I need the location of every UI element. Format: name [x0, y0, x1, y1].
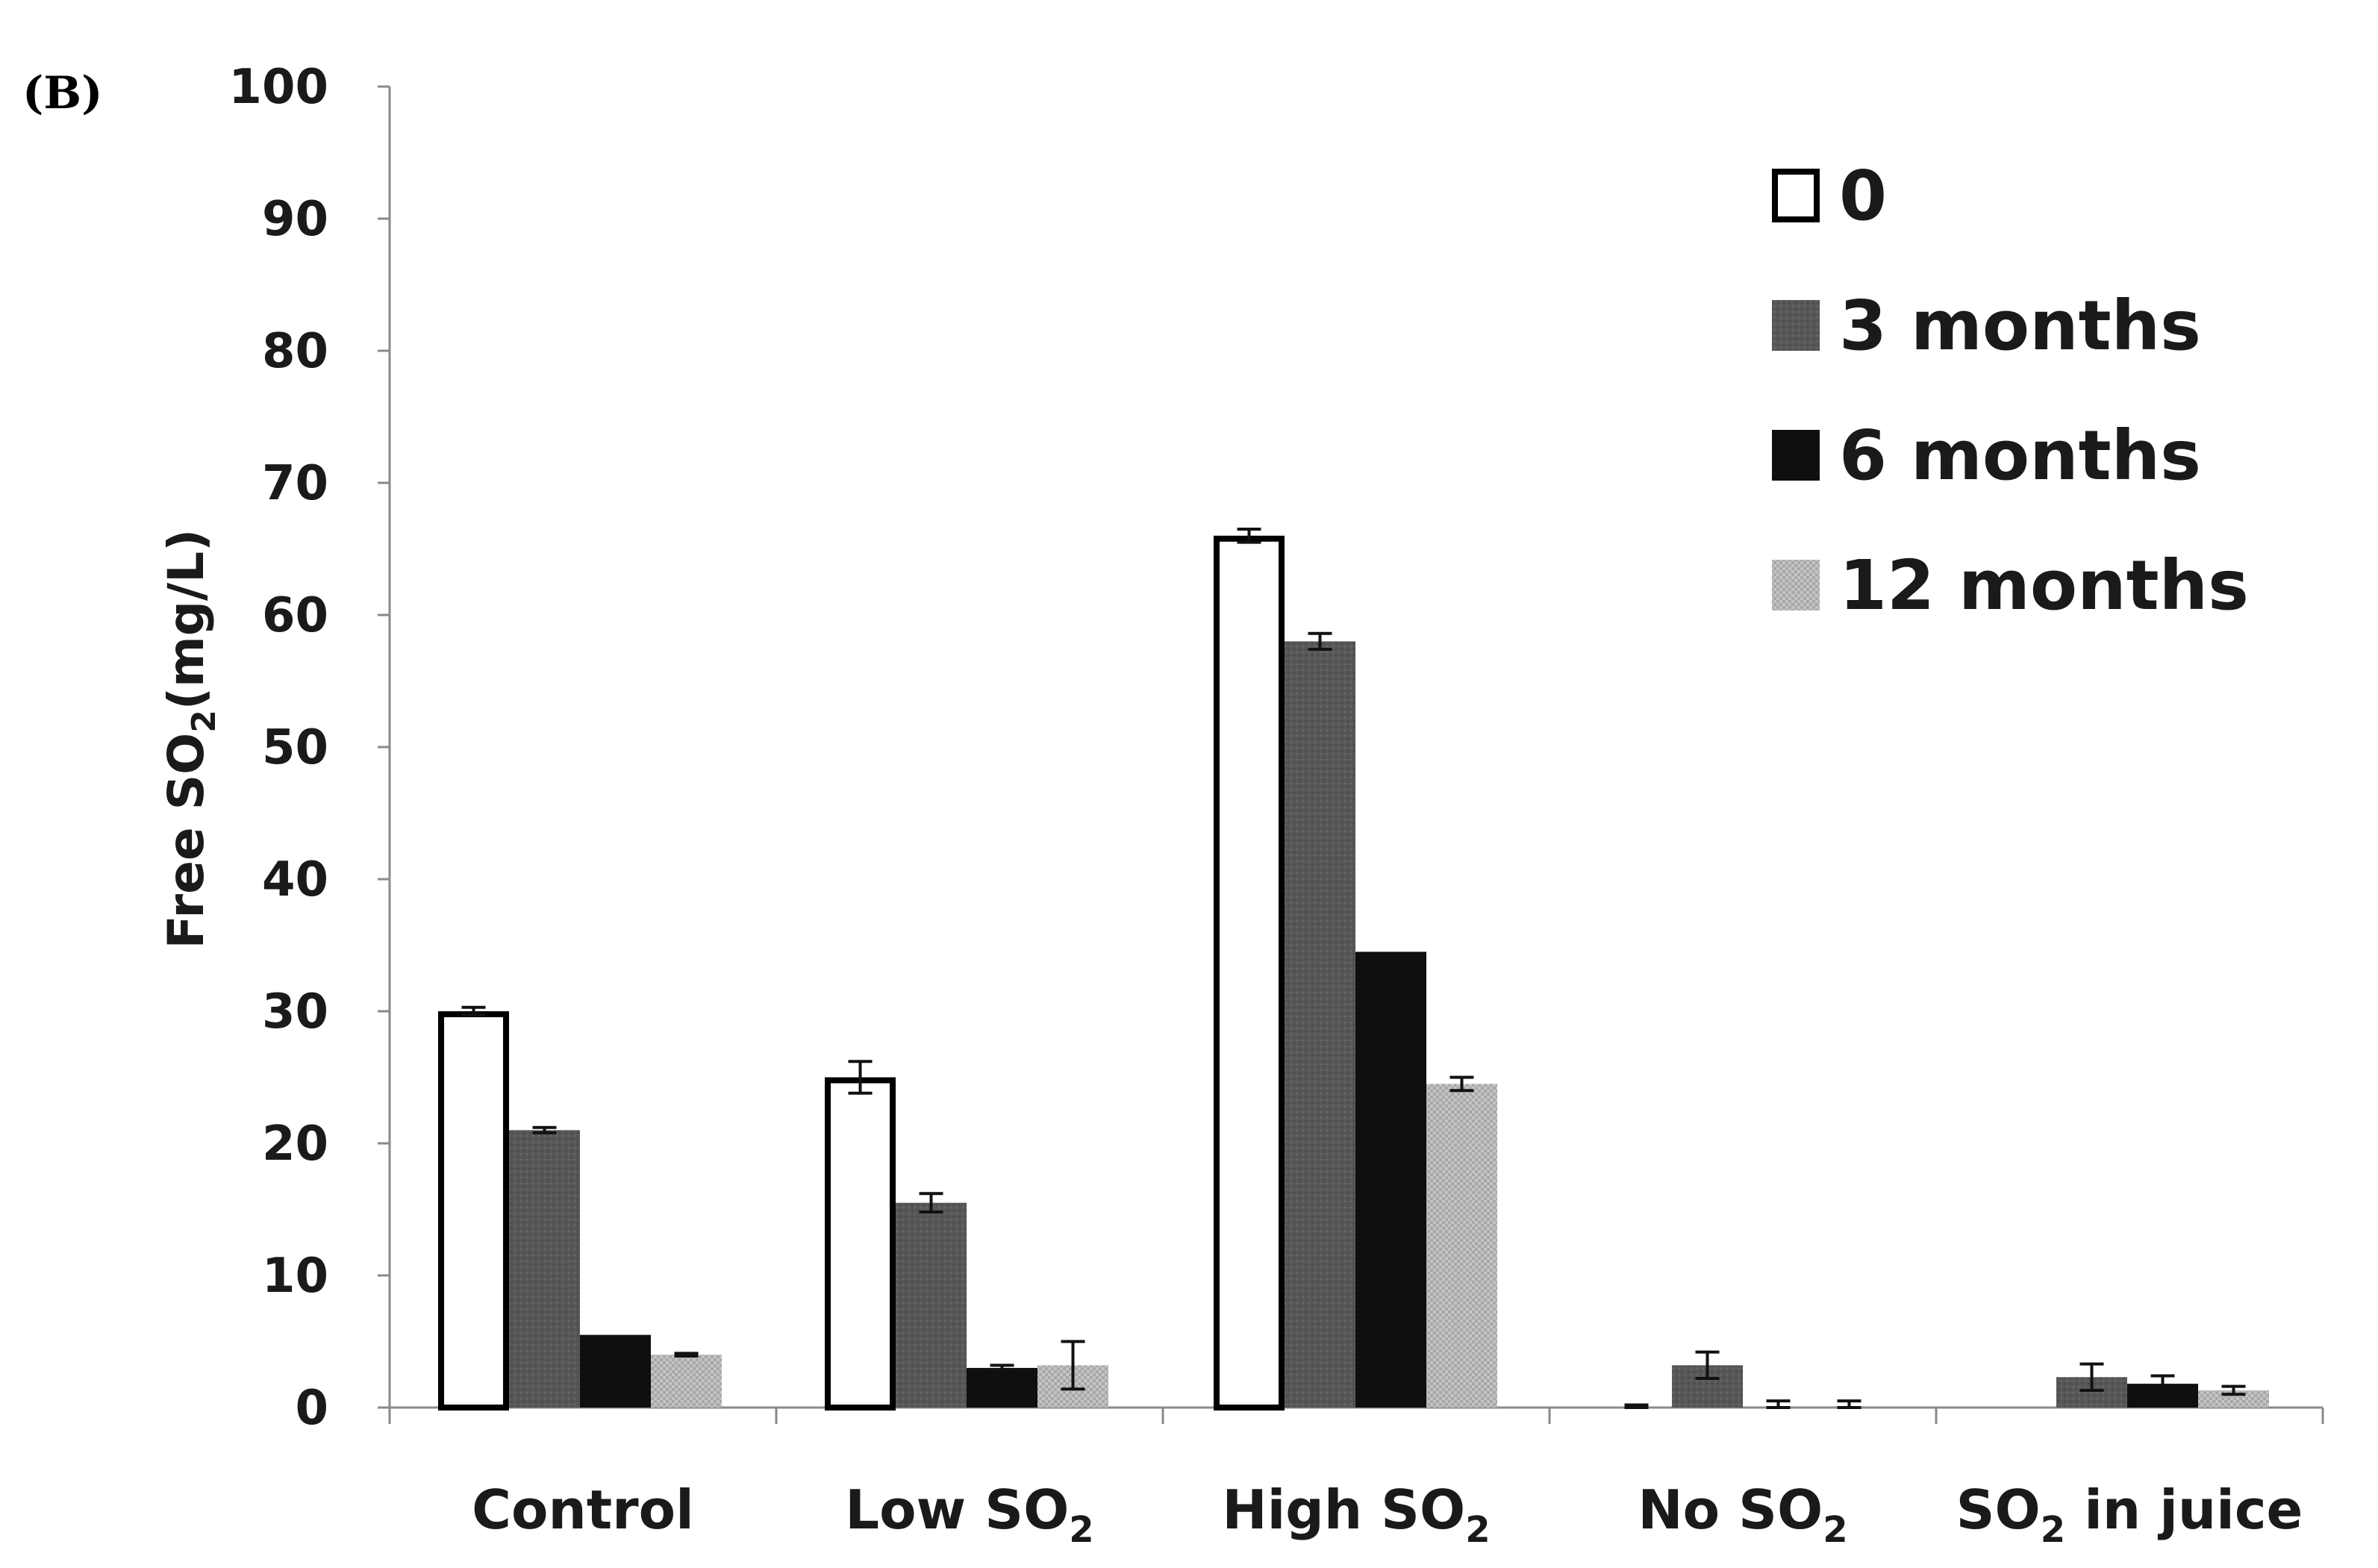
legend-swatch — [1772, 169, 1820, 222]
bar — [896, 1202, 967, 1408]
legend-label: 0 — [1839, 156, 1887, 236]
bar — [580, 1334, 651, 1408]
y-tick-label: 80 — [262, 324, 328, 379]
category-label-text: Low SO — [845, 1478, 1069, 1541]
legend-label: 3 months — [1839, 286, 2201, 366]
bar — [1426, 1084, 1497, 1408]
y-tick-label: 90 — [262, 192, 328, 247]
y-tick-label: 30 — [262, 984, 328, 1040]
x-category-label: SO2 in juice — [1956, 1478, 2303, 1551]
bar — [2198, 1390, 2269, 1408]
y-axis-title-text: Free SO — [157, 733, 215, 949]
category-label-text: High SO — [1222, 1478, 1465, 1541]
legend-swatch — [1772, 300, 1820, 351]
y-tick-label: 0 — [295, 1381, 328, 1436]
bar — [1355, 952, 1426, 1408]
category-label-subscript: 2 — [2041, 1509, 2065, 1551]
category-label-text: Control — [472, 1478, 694, 1541]
category-label-text: SO — [1956, 1478, 2041, 1541]
y-axis-title: Free SO2(mg/L) — [157, 529, 223, 949]
bar — [825, 1077, 896, 1411]
y-axis-title-suffix: (mg/L) — [157, 529, 215, 710]
x-category-label: Low SO2 — [845, 1478, 1093, 1551]
bar — [509, 1130, 580, 1408]
bar — [967, 1367, 1037, 1408]
bar — [651, 1355, 722, 1408]
legend-label: 12 months — [1839, 546, 2249, 625]
category-label-suffix: in juice — [2065, 1478, 2303, 1541]
category-label-text: No SO — [1638, 1478, 1823, 1541]
bar — [1285, 641, 1355, 1408]
legend-swatch — [1772, 430, 1820, 481]
bars — [438, 527, 2269, 1411]
category-label-subscript: 2 — [1069, 1509, 1093, 1551]
legend-label: 6 months — [1839, 416, 2201, 496]
bar — [1214, 535, 1285, 1411]
category-label-subscript: 2 — [1823, 1509, 1847, 1551]
category-label-subscript: 2 — [1465, 1509, 1490, 1551]
x-category-label: Control — [472, 1478, 694, 1541]
bar — [438, 1011, 509, 1411]
y-tick-label: 70 — [262, 456, 328, 511]
y-tick-label: 40 — [262, 852, 328, 908]
y-tick-label: 20 — [262, 1116, 328, 1172]
y-tick-label: 10 — [262, 1249, 328, 1304]
panel-label: (B) — [22, 67, 103, 119]
y-tick-label: 100 — [228, 60, 328, 115]
legend-swatch — [1772, 560, 1820, 610]
y-axis-title-subscript: 2 — [185, 710, 223, 733]
y-tick-label: 60 — [262, 588, 328, 643]
y-tick-label: 50 — [262, 720, 328, 775]
x-category-label: High SO2 — [1222, 1478, 1490, 1551]
legend: 0 3 months 6 months 12 months — [1772, 156, 2249, 625]
x-category-label: No SO2 — [1638, 1478, 1847, 1551]
